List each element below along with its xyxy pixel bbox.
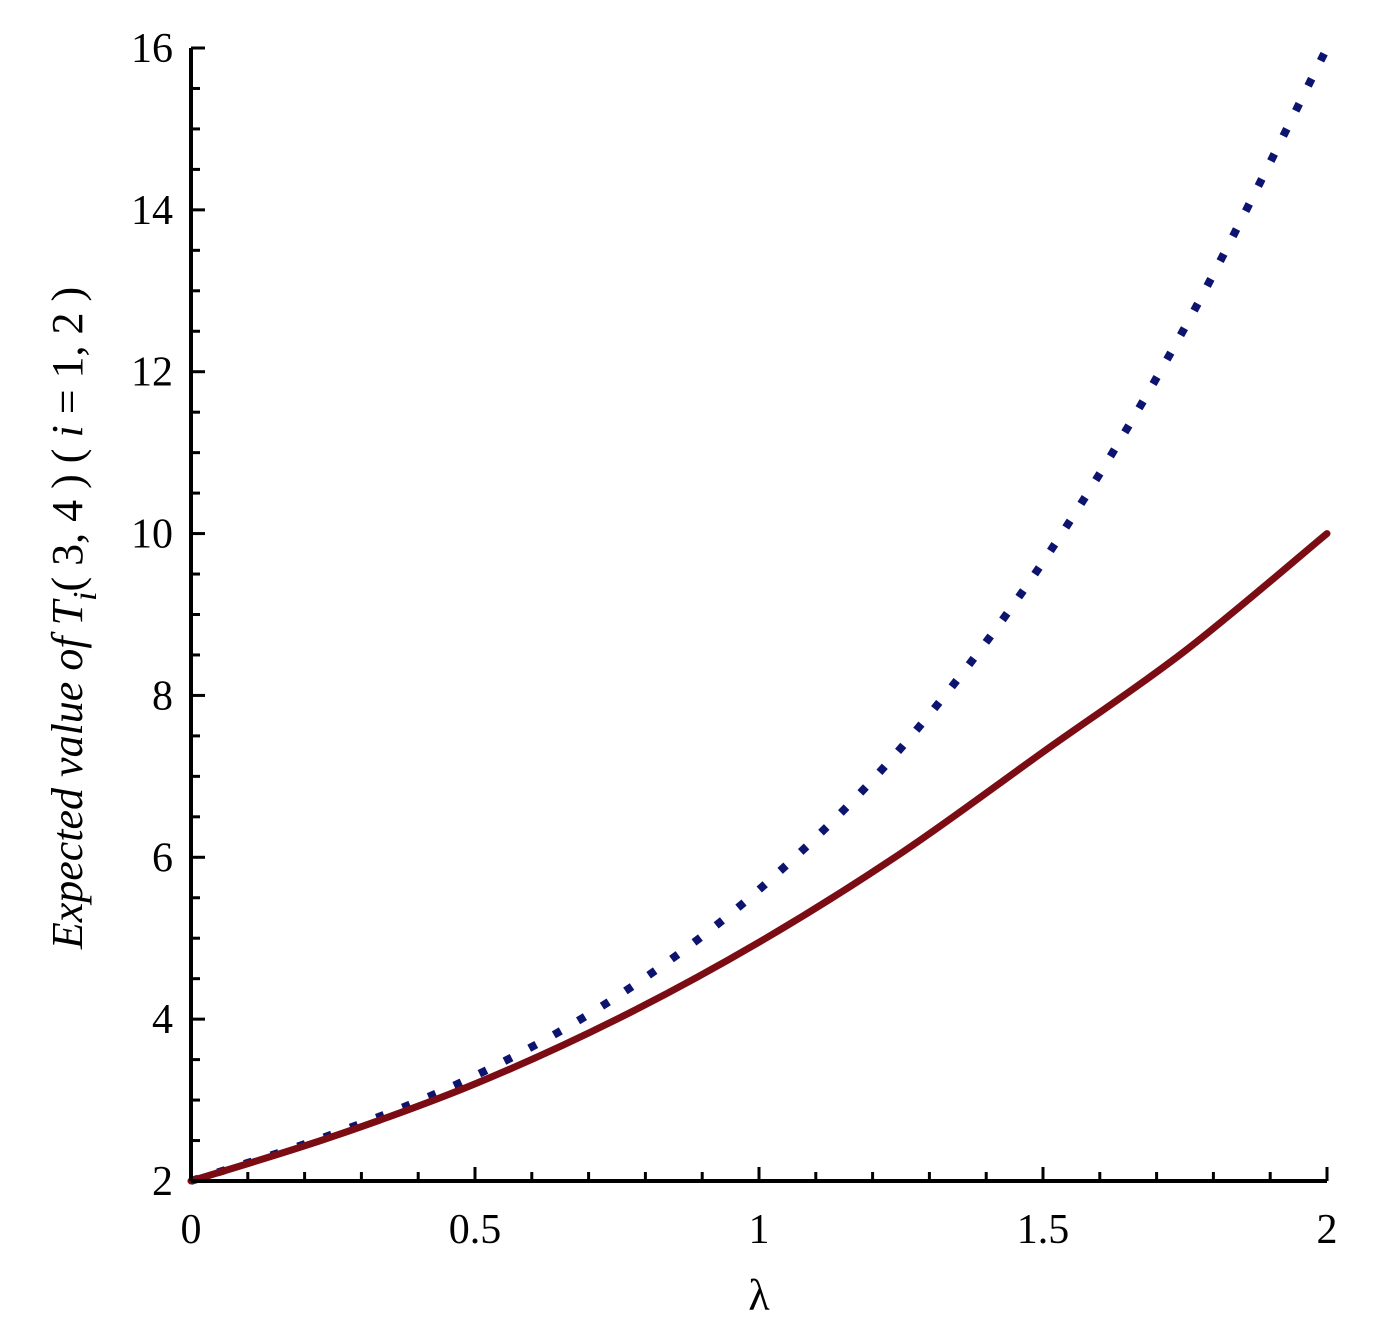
y-tick-label: 10 — [131, 512, 173, 558]
y-axis-title-prefix: Expected value of — [43, 625, 92, 950]
tick-layer: 0 0.5 1 1.5 2 2 4 6 8 10 12 14 16 — [131, 26, 1338, 1253]
x-tick-label: 0.5 — [449, 1207, 502, 1253]
x-tick-label: 1.5 — [1017, 1207, 1070, 1253]
y-axis-title-variable: T — [43, 597, 92, 625]
x-tick-label: 0 — [181, 1207, 202, 1253]
x-tick-label: 2 — [1317, 1207, 1338, 1253]
y-tick-label: 16 — [131, 26, 173, 72]
y-tick-label: 6 — [152, 835, 173, 881]
y-tick-label: 14 — [131, 188, 173, 234]
y-axis-title: Expected value of Ti( 3, 4 ) ( i = 1, 2 … — [43, 287, 104, 950]
series-line-dotted — [189, 46, 1331, 1185]
axis-layer — [189, 48, 1327, 1183]
y-axis-title-index: i — [43, 425, 92, 437]
y-axis-title-index-rest: = 1, 2 ) — [43, 287, 92, 425]
series-layer — [187, 46, 1331, 1185]
y-axis-title-args: ( 3, 4 ) ( — [43, 438, 92, 592]
y-tick-label: 2 — [152, 1159, 173, 1205]
series-line-solid — [187, 530, 1331, 1185]
y-tick-label: 12 — [131, 350, 173, 396]
y-axis-title-subscript: i — [67, 592, 104, 601]
y-tick-label: 8 — [152, 673, 173, 719]
x-axis-title: λ — [748, 1271, 770, 1320]
x-tick-label: 1 — [749, 1207, 770, 1253]
y-tick-label: 4 — [152, 997, 173, 1043]
